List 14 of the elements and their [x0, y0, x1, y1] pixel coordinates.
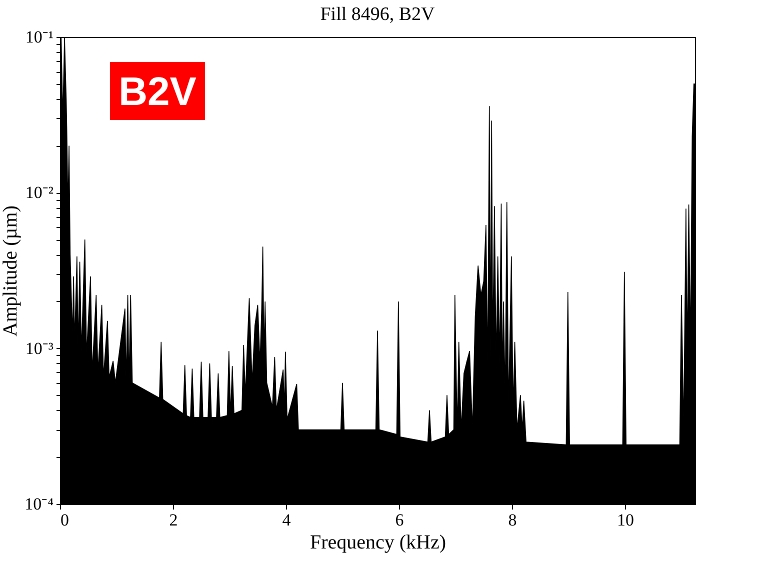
x-tick-label: 4: [282, 510, 292, 530]
x-tick-label: 10: [616, 510, 634, 530]
chart-title: Fill 8496, B2V: [320, 4, 436, 25]
y-tick-label: 10⁻²: [25, 183, 54, 202]
y-tick-label: 10⁻³: [25, 338, 54, 358]
x-tick-label: 8: [508, 510, 517, 530]
x-tick-label: 0: [60, 510, 69, 530]
y-axis-title: Amplitude (µm): [0, 206, 22, 336]
x-tick-label: 6: [395, 510, 404, 530]
x-axis-title: Frequency (kHz): [310, 532, 446, 554]
x-tick-label: 2: [169, 510, 178, 530]
y-tick-label: 10⁻⁴: [24, 494, 54, 514]
annotation: B2V: [118, 70, 197, 114]
y-tick-label: 10⁻¹: [25, 28, 54, 46]
